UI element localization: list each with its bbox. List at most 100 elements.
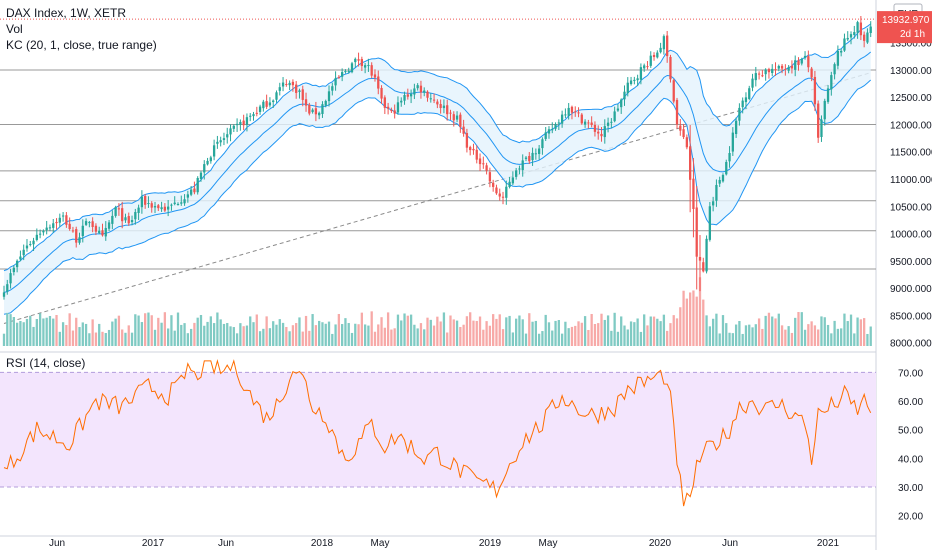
candle-body: [600, 133, 603, 137]
volume-bar: [272, 321, 275, 346]
time-tick-label: Jun: [49, 538, 65, 549]
volume-bar: [318, 320, 321, 346]
volume-bar: [711, 318, 715, 346]
candle-body: [354, 58, 357, 63]
volume-bar: [377, 324, 380, 346]
candle-body: [29, 244, 32, 246]
candle-body: [383, 97, 386, 108]
volume-bar: [321, 322, 324, 346]
volume-bar: [130, 332, 134, 346]
candle-body: [485, 165, 488, 171]
candle-body: [107, 222, 111, 229]
volume-bar: [823, 317, 826, 346]
volume-bar: [524, 333, 528, 346]
candle-body: [91, 221, 94, 228]
volume-bar: [331, 333, 334, 346]
candle-body: [475, 149, 478, 160]
volume-bar: [593, 324, 597, 346]
volume-bar: [360, 312, 363, 346]
candle-body: [705, 238, 708, 272]
candle-body: [311, 109, 314, 113]
candle-body: [55, 221, 58, 224]
volume-bar: [777, 313, 780, 346]
volume-bar: [616, 331, 620, 346]
volume-bar: [199, 314, 203, 346]
volume-bar: [554, 320, 557, 346]
candle-body: [702, 262, 705, 272]
volume-bar: [285, 326, 288, 346]
candle-body: [249, 115, 252, 117]
volume-bar: [65, 325, 68, 346]
candle-body: [859, 22, 863, 36]
volume-bar: [278, 319, 281, 346]
candles: [2, 16, 872, 300]
volume-bar: [748, 324, 751, 346]
rsi-band: [0, 372, 876, 487]
volume-bar: [685, 298, 689, 346]
legend-vol: Vol: [6, 22, 23, 36]
candle-body: [288, 82, 291, 86]
volume-bar: [403, 313, 406, 346]
candle-body: [58, 217, 61, 223]
candle-body: [498, 193, 501, 197]
volume-bar: [413, 324, 416, 346]
volume-bar: [222, 323, 226, 346]
candle-body: [9, 273, 12, 284]
time-tick-label: May: [371, 538, 390, 549]
volume-bar: [544, 314, 547, 346]
candle-body: [564, 114, 567, 116]
candle-body: [272, 100, 275, 103]
volume-bar: [275, 324, 278, 346]
candle-body: [163, 206, 167, 211]
volume-bar: [794, 317, 797, 346]
candle-body: [419, 85, 423, 93]
candle-body: [764, 69, 767, 75]
volume-bar: [295, 323, 298, 346]
price-tick-label: 13000.000: [890, 66, 932, 77]
volume-bar: [176, 312, 180, 346]
candle-body: [830, 75, 833, 90]
volume-bar: [68, 313, 71, 346]
candle-body: [557, 122, 560, 124]
candle-body: [629, 80, 633, 85]
candle-body: [160, 207, 163, 210]
volume-bar: [843, 313, 846, 346]
candle-body: [275, 92, 278, 100]
volume-bar: [757, 318, 761, 346]
candle-body: [856, 22, 859, 33]
volume-bar: [304, 315, 308, 346]
volume-bar: [803, 329, 807, 346]
volume-bar: [715, 313, 718, 346]
volume-bar: [219, 319, 222, 346]
volume-bar: [409, 314, 413, 346]
volume-bar: [606, 315, 610, 346]
candle-body: [807, 56, 810, 68]
volume-bar: [104, 333, 107, 346]
candle-body: [537, 148, 541, 154]
volume-bar: [432, 325, 436, 346]
candle-body: [130, 220, 134, 223]
candle-body: [478, 158, 482, 165]
volume-bar: [255, 314, 258, 346]
volume-bar: [649, 316, 652, 346]
volume-bar: [180, 324, 183, 346]
candle-body: [114, 207, 117, 216]
volume-bar: [570, 326, 574, 346]
candle-body: [327, 91, 331, 102]
candle-body: [222, 138, 226, 140]
candle-body: [820, 119, 823, 138]
candle-body: [597, 131, 600, 134]
candle-body: [528, 155, 531, 162]
candle-body: [505, 186, 508, 198]
volume-bar: [521, 319, 524, 346]
candle-body: [590, 122, 593, 126]
candle-body: [610, 121, 613, 123]
candle-body: [183, 199, 186, 204]
volume-bar: [127, 325, 130, 346]
volume-bar: [751, 327, 754, 346]
volume-bar: [800, 312, 803, 346]
candle-body: [81, 225, 84, 237]
candle-body: [150, 203, 153, 208]
last-price-badge: [877, 11, 932, 44]
